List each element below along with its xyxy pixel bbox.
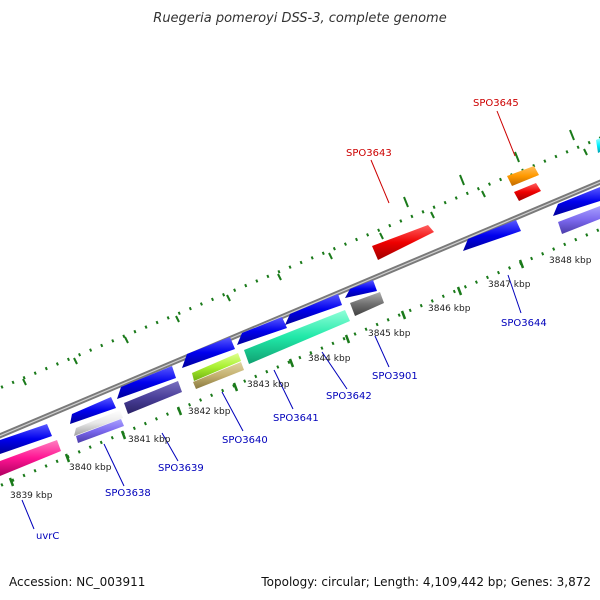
- gene-label-spo3642[interactable]: SPO3642: [326, 391, 372, 402]
- scale-label-3839: 3839 kbp: [10, 491, 53, 501]
- gene-feature-aqua[interactable]: [244, 310, 350, 364]
- scale-label-3845: 3845 kbp: [368, 329, 411, 339]
- gene-feature-blue-2[interactable]: [70, 397, 116, 424]
- gene-label-spo3638[interactable]: SPO3638: [105, 488, 151, 499]
- gene-feature-blue-1[interactable]: [0, 424, 52, 454]
- gene-feature-lime[interactable]: [192, 353, 241, 381]
- gene-feature-blue-5[interactable]: [237, 317, 287, 345]
- gene-feature-blue-8[interactable]: [553, 187, 600, 216]
- gene-feature-white[interactable]: [74, 410, 123, 436]
- gene-feature-orange[interactable]: [507, 166, 539, 186]
- gene-label-spo3639[interactable]: SPO3639: [158, 463, 204, 474]
- gene-label-spo3640[interactable]: SPO3640: [222, 435, 268, 446]
- gene-label-uvrc[interactable]: uvrC: [36, 531, 59, 542]
- gene-label-spo3641[interactable]: SPO3641: [273, 413, 319, 424]
- scale-label-3843: 3843 kbp: [247, 380, 290, 390]
- gene-feature-blue-7[interactable]: [345, 280, 377, 298]
- scale-label-3840: 3840 kbp: [69, 463, 112, 473]
- gene-label-spo3643[interactable]: SPO3643: [346, 148, 392, 159]
- gene-label-leaders: [21, 110, 522, 530]
- genome-title: Ruegeria pomeroyi DSS-3, complete genome: [153, 11, 446, 26]
- gene-feature-tan[interactable]: [193, 362, 244, 389]
- gene-label-spo3645[interactable]: SPO3645: [473, 98, 519, 109]
- gene-feature-slate[interactable]: [124, 381, 182, 414]
- outer-tick-ring: [0, 136, 600, 390]
- scale-label-3848: 3848 kbp: [549, 256, 592, 266]
- gene-feature-blue-6[interactable]: [285, 294, 342, 325]
- gene-feature-gray[interactable]: [350, 292, 384, 316]
- inner-major-ticks: [8, 259, 525, 487]
- gene-feature-lavender-small[interactable]: [76, 419, 124, 443]
- gene-feature-spo3644[interactable]: [463, 220, 521, 251]
- inner-tick-ring: [0, 227, 600, 488]
- scale-label-3844: 3844 kbp: [308, 354, 351, 364]
- scale-label-3847: 3847 kbp: [488, 280, 531, 290]
- scale-label-3846: 3846 kbp: [428, 304, 471, 314]
- gene-feature-pink[interactable]: [0, 440, 61, 476]
- gene-feature-spo3645[interactable]: [514, 183, 541, 201]
- gene-feature-blue-4[interactable]: [182, 337, 235, 368]
- gene-feature-blue-3[interactable]: [117, 366, 176, 399]
- gene-label-spo3644[interactable]: SPO3644: [501, 318, 547, 329]
- gene-feature-cyan[interactable]: [596, 138, 600, 153]
- scale-label-3841: 3841 kbp: [128, 435, 171, 445]
- gene-feature-spo3643[interactable]: [372, 225, 434, 260]
- outer-major-ticks: [22, 129, 588, 386]
- gene-label-spo3901[interactable]: SPO3901: [372, 371, 418, 382]
- scale-label-3842: 3842 kbp: [188, 407, 231, 417]
- backbone-highlight: [0, 181, 600, 437]
- gene-feature-lavender[interactable]: [558, 206, 600, 234]
- genome-summary-text: Topology: circular; Length: 4,109,442 bp…: [260, 575, 591, 589]
- accession-text: Accession: NC_003911: [9, 575, 145, 589]
